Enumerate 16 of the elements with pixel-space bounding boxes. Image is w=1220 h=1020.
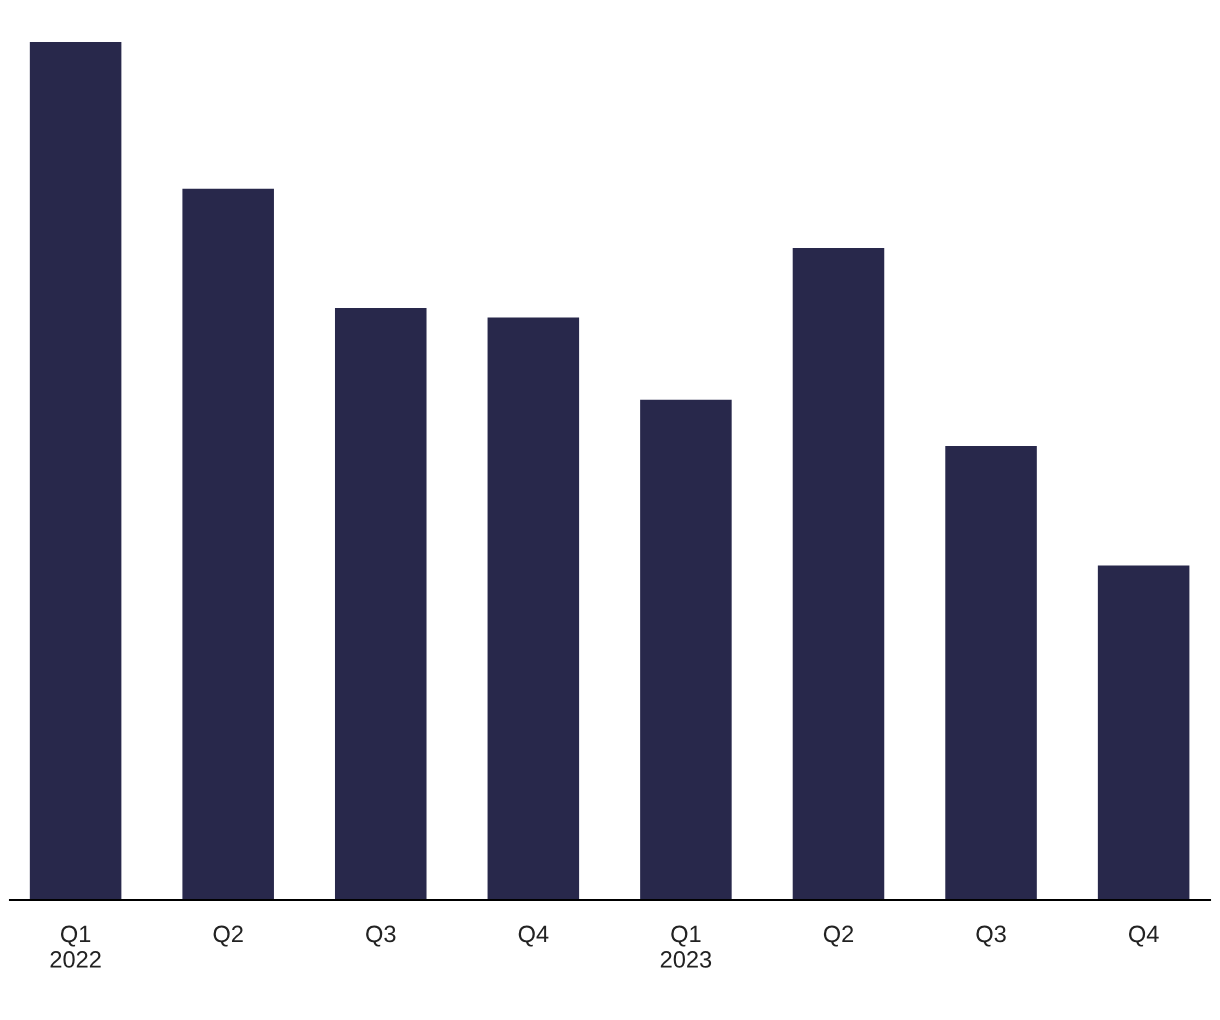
x-tick-label: Q3 [976, 925, 1006, 947]
bar [334, 307, 427, 900]
x-tick-label: Q4 [1129, 925, 1159, 947]
x-tick-label: Q1 2022 [50, 925, 101, 968]
bar [792, 247, 885, 900]
bar [945, 446, 1037, 900]
x-tick-label: Q2 [213, 925, 243, 947]
bar [640, 399, 732, 900]
bar [487, 317, 580, 900]
x-tick-label: Q1 2023 [660, 925, 712, 968]
bar [29, 42, 122, 900]
x-tick-label: Q4 [518, 925, 549, 947]
x-tick-label: Q3 [366, 925, 396, 947]
bar [1097, 565, 1190, 900]
bar [182, 188, 274, 900]
x-tick-label: Q2 [823, 925, 854, 947]
